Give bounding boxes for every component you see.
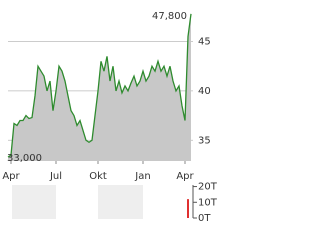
price-area	[8, 13, 191, 161]
x-tick-label: Apr	[2, 171, 20, 182]
period-band	[98, 185, 143, 219]
y-tick-label: 0T	[198, 213, 211, 224]
y-tick-label: 45	[198, 37, 211, 48]
y-tick-label: 35	[198, 135, 211, 146]
x-tick-label: Okt	[89, 171, 107, 182]
chart: 35 40 45 Apr Jul Okt Jan Apr 47,800 33,000 0T 10T 20…	[2, 11, 218, 224]
y-tick-label: 40	[198, 86, 211, 97]
annotation: 33,000	[7, 153, 42, 164]
price-line	[7, 13, 192, 158]
y-tick-label: 20T	[198, 182, 218, 193]
volume-bar	[187, 199, 189, 218]
period-band	[12, 185, 56, 219]
annotation: 47,800	[152, 11, 187, 22]
y-tick-label: 10T	[198, 197, 218, 208]
x-tick-label: Jul	[49, 171, 62, 182]
x-tick-label: Apr	[176, 171, 194, 182]
x-tick-label: Jan	[134, 171, 150, 182]
